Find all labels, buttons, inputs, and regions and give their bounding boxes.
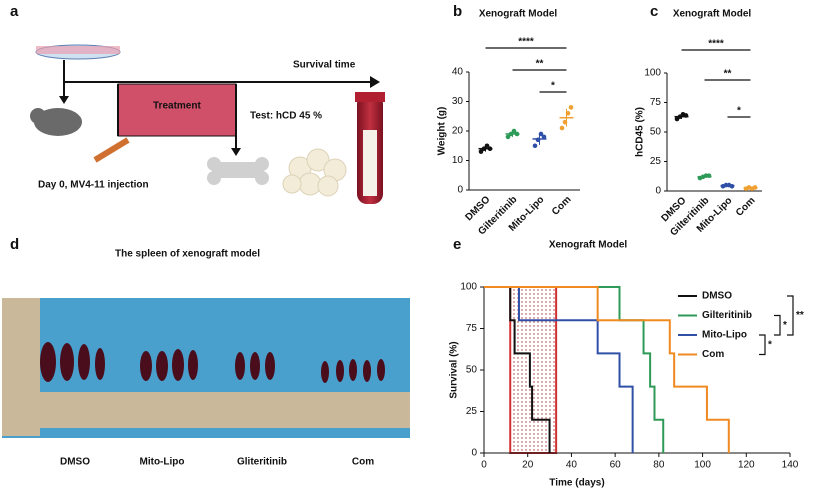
y-tick-label: 40 [452, 67, 464, 78]
legend-label: Mito-Lipo [702, 330, 747, 341]
survival-curve [484, 286, 730, 453]
photo-title: The spleen of xenograft model [115, 249, 260, 260]
data-point [481, 146, 487, 151]
survival-curve [484, 286, 634, 453]
y-tick-label: 75 [466, 323, 478, 334]
y-tick-label: 0 [457, 185, 463, 196]
data-point [752, 185, 758, 190]
data-point [562, 119, 568, 125]
x-tick-label: Com [734, 195, 758, 219]
panel-label: b [453, 3, 462, 20]
y-tick-label: 0 [655, 186, 661, 197]
x-axis-label: Time (days) [549, 478, 604, 489]
y-tick-label: 0 [471, 448, 477, 459]
data-point [505, 134, 511, 140]
data-point [514, 131, 520, 137]
legend-label: DMSO [702, 291, 732, 302]
data-point [508, 131, 514, 137]
significance-label: * [783, 320, 787, 331]
y-axis-label: Survival (%) [449, 341, 460, 398]
x-tick-label: 120 [738, 460, 755, 471]
group-label: Com [352, 457, 374, 468]
data-point [565, 111, 571, 116]
x-tick-label: 80 [653, 460, 665, 471]
group-label: Gliteritinib [237, 457, 287, 468]
diagram-label: Treatment [153, 101, 201, 112]
panel-label: c [650, 3, 658, 20]
y-tick-label: 75 [650, 97, 662, 108]
data-point [706, 173, 712, 178]
significance-label: **** [708, 39, 724, 50]
significance-bracket [759, 334, 766, 356]
y-tick-label: 10 [452, 155, 464, 166]
x-tick-label: 20 [522, 460, 534, 471]
group-label: DMSO [60, 457, 90, 468]
x-tick-label: 40 [566, 460, 578, 471]
y-axis-label: hCD45 (%) [635, 107, 646, 157]
survival-curve [484, 286, 551, 453]
y-tick-label: 50 [466, 365, 478, 376]
diagram-label: Day 0, MV4-11 injection [38, 180, 149, 191]
data-point [541, 134, 547, 140]
y-tick-label: 20 [452, 126, 464, 137]
spleen-photo [2, 298, 410, 438]
significance-label: ** [724, 69, 732, 80]
x-tick-label: 140 [782, 460, 799, 471]
significance-label: ** [536, 59, 544, 70]
panel-a-diagram [30, 44, 385, 204]
data-point [729, 183, 735, 189]
y-axis-label: Weight (g) [437, 107, 448, 156]
y-tick-label: 25 [650, 156, 662, 167]
y-tick-label: 100 [460, 282, 477, 293]
chart-title: Xenograft Model [549, 240, 628, 251]
significance-label: * [551, 81, 555, 92]
significance-label: ** [796, 310, 804, 321]
significance-label: **** [518, 37, 534, 48]
significance-bracket [787, 295, 794, 336]
diagram-label: Survival time [293, 60, 356, 71]
survival-curve [484, 286, 665, 453]
data-point [484, 143, 490, 149]
y-tick-label: 50 [650, 127, 662, 138]
legend-label: Gilteritinib [702, 310, 752, 321]
significance-label: * [768, 339, 772, 350]
panel-label: a [10, 3, 19, 20]
y-tick-label: 100 [644, 68, 661, 79]
x-tick-label: 0 [481, 460, 487, 471]
data-point [532, 143, 538, 149]
data-point [568, 105, 574, 110]
chart-title: Xenograft Model [673, 9, 752, 20]
data-point [683, 113, 689, 118]
x-tick-label: Com [550, 194, 574, 218]
data-point [511, 128, 517, 134]
significance-bracket [774, 314, 781, 336]
data-point [535, 137, 541, 143]
chart-title: Xenograft Model [479, 9, 558, 20]
x-tick-label: 100 [694, 460, 711, 471]
diagram-label: Test: hCD 45 % [250, 111, 322, 122]
significance-label: * [737, 106, 741, 117]
data-point [559, 125, 565, 131]
data-point [538, 131, 544, 137]
group-label: Mito-Lipo [140, 457, 185, 468]
panel-label: e [453, 236, 461, 253]
y-tick-label: 25 [466, 406, 478, 417]
y-tick-label: 30 [452, 96, 464, 107]
panel-label: d [10, 236, 19, 253]
legend-label: Com [702, 349, 724, 360]
data-point [478, 149, 484, 154]
x-tick-label: 60 [610, 460, 622, 471]
data-point [487, 146, 493, 151]
